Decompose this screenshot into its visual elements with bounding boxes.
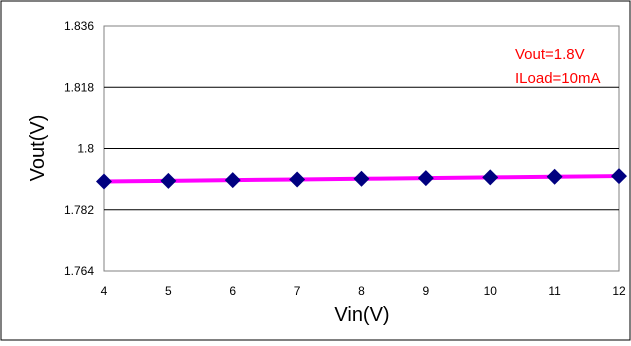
x-tick-label: 11 [548, 284, 561, 298]
data-point-marker [482, 169, 499, 186]
annotation-vout: Vout=1.8V [515, 46, 585, 63]
data-point-marker [96, 173, 112, 190]
data-point-marker [611, 168, 627, 185]
gridlines [104, 86, 619, 211]
x-axis-label: Vin(V) [334, 304, 389, 326]
y-tick-labels: 1.764 1.782 1.8 1.818 1.836 [64, 19, 94, 278]
x-tick-label: 10 [484, 284, 498, 298]
annotation-iload: ILoad=10mA [515, 70, 600, 87]
x-tick-label: 6 [229, 284, 236, 298]
y-tick-label: 1.836 [64, 19, 94, 33]
x-tick-label: 9 [423, 284, 430, 298]
x-tick-label: 5 [165, 284, 172, 298]
series [96, 168, 627, 190]
data-point-marker [353, 170, 370, 187]
x-tick-label: 4 [101, 284, 108, 298]
x-tick-labels: 4 5 6 7 8 9 10 11 12 [101, 284, 626, 298]
data-point-marker [417, 170, 434, 187]
data-point-marker [160, 172, 177, 189]
y-axis-label: Vout(V) [27, 115, 49, 182]
x-tick-label: 12 [612, 284, 626, 298]
y-tick-label: 1.782 [64, 203, 94, 217]
y-tick-label: 1.818 [64, 80, 94, 94]
data-point-marker [546, 168, 563, 185]
x-tick-label: 8 [358, 284, 365, 298]
y-tick-label: 1.764 [64, 264, 94, 278]
x-tick-label: 7 [294, 284, 301, 298]
y-tick-label: 1.8 [77, 142, 94, 156]
data-point-marker [224, 172, 241, 189]
data-point-marker [289, 171, 306, 188]
